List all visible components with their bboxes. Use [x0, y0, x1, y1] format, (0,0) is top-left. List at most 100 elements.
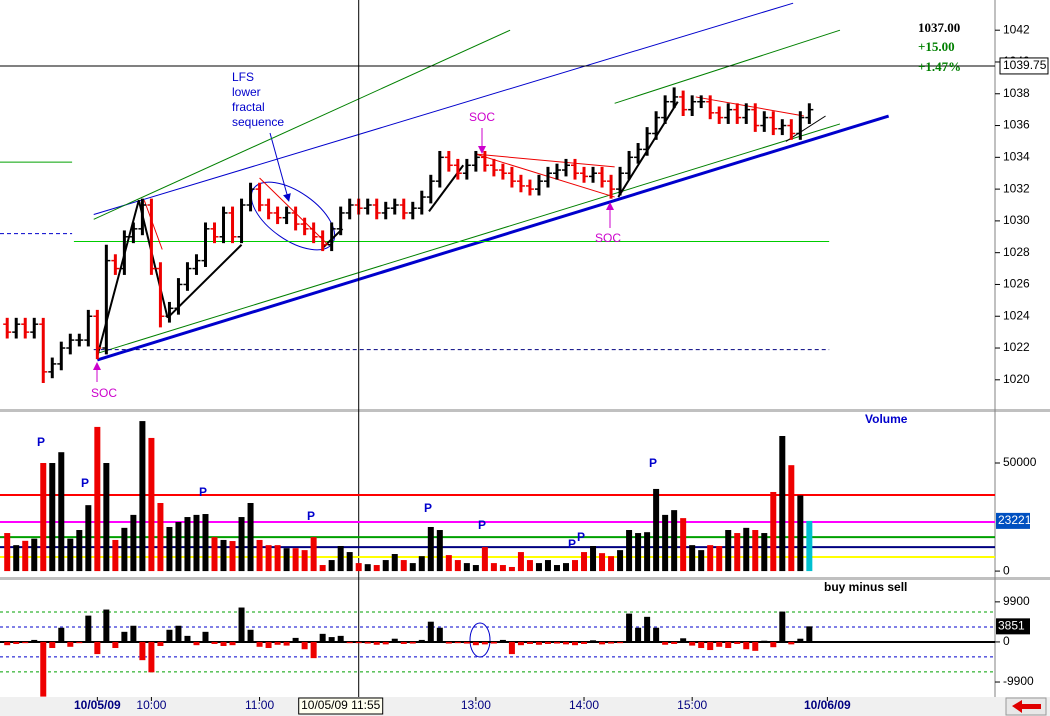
bar — [139, 421, 146, 572]
y-tick-label: 1034 — [1003, 149, 1030, 163]
bar — [698, 550, 705, 572]
bar — [157, 641, 164, 646]
bar — [644, 532, 651, 572]
bar — [49, 641, 56, 649]
bar — [752, 530, 759, 572]
crosshair-x-box — [298, 697, 384, 715]
change: +15.00 — [918, 39, 955, 54]
y-tick-label: 1032 — [1003, 181, 1030, 195]
bar — [175, 522, 182, 572]
x-tick-label: 14:00 — [569, 698, 599, 712]
y-tick-label: 1026 — [1003, 277, 1030, 291]
bar — [13, 545, 20, 572]
bar — [553, 641, 560, 644]
bar — [499, 639, 506, 642]
p-marker: P — [649, 456, 657, 470]
bar — [274, 545, 281, 572]
bar — [283, 548, 290, 572]
bar — [193, 514, 200, 572]
bar — [590, 640, 597, 642]
bar — [337, 635, 344, 642]
bar — [319, 633, 326, 642]
last-price: 1037.00 — [918, 20, 960, 35]
bar — [689, 545, 696, 572]
bar — [382, 560, 389, 572]
bar — [103, 463, 110, 572]
bar — [328, 560, 335, 572]
bar — [292, 548, 299, 572]
bar — [220, 539, 227, 572]
crosshair-y-box — [999, 57, 1049, 75]
bar — [544, 560, 551, 572]
y-tick-label: 1030 — [1003, 213, 1030, 227]
bar — [535, 563, 542, 572]
last-value-box — [996, 512, 1030, 529]
bar — [608, 641, 615, 644]
bar — [707, 641, 714, 651]
y-tick-label: 1042 — [1003, 22, 1030, 36]
bar — [67, 538, 74, 572]
bar — [653, 627, 660, 642]
bar — [490, 563, 497, 572]
bar — [806, 520, 813, 572]
bar — [517, 641, 524, 646]
bar — [743, 527, 750, 572]
bar — [67, 641, 74, 647]
trend-line — [475, 153, 615, 198]
bar — [653, 488, 660, 572]
bar — [22, 540, 29, 572]
note-text: lower — [232, 85, 261, 99]
bar — [229, 641, 236, 646]
bar — [40, 641, 47, 697]
trend-line — [475, 153, 615, 168]
bar — [148, 641, 155, 673]
y-tick-label: 0 — [1003, 563, 1010, 577]
bar — [346, 552, 353, 572]
bar — [382, 641, 389, 645]
panel-separator — [0, 409, 1050, 412]
p-marker: P — [81, 476, 89, 490]
p-marker: P — [37, 435, 45, 449]
bar — [635, 533, 642, 572]
trend-line — [93, 29, 511, 220]
bar — [112, 539, 119, 572]
bar — [247, 629, 254, 642]
bar — [409, 563, 416, 572]
bar — [445, 641, 452, 644]
bar — [337, 546, 344, 572]
trend-line — [695, 96, 805, 117]
price-plot — [0, 2, 890, 383]
bar — [707, 545, 714, 572]
nav-arrow-icon[interactable] — [1012, 700, 1041, 713]
bar — [436, 530, 443, 572]
bar — [463, 563, 470, 572]
note-text: sequence — [232, 115, 284, 129]
bar — [49, 463, 56, 572]
bar — [283, 641, 290, 646]
bar — [418, 639, 425, 642]
bar — [454, 560, 461, 572]
trend-line — [96, 199, 169, 357]
p-marker: P — [424, 501, 432, 515]
panel-title: Volume — [865, 412, 908, 426]
bar — [572, 641, 579, 646]
bar — [94, 426, 101, 572]
y-tick-label: 1036 — [1003, 118, 1030, 132]
bar — [256, 539, 263, 572]
last-value-box — [996, 618, 1030, 635]
bar — [608, 556, 615, 572]
soc-label: SOC — [469, 110, 495, 124]
bar — [472, 565, 479, 572]
bar — [680, 638, 687, 642]
y-tick-label: 50000 — [1003, 455, 1037, 469]
bar — [22, 641, 29, 644]
bar — [121, 631, 128, 642]
nav-arrow[interactable] — [1005, 697, 1047, 716]
bar — [508, 566, 515, 572]
bar — [581, 552, 588, 572]
bar — [301, 641, 308, 650]
bar — [103, 609, 110, 642]
note-text: fractal — [232, 100, 265, 114]
bar — [517, 552, 524, 572]
